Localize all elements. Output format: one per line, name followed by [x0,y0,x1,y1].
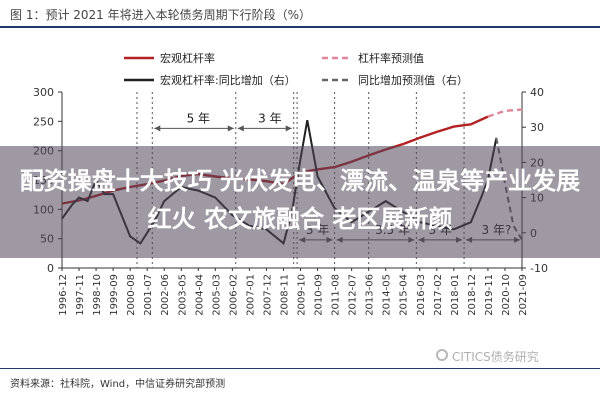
x-tick-label: 2018-12 [467,274,478,316]
title-rule [0,26,600,28]
x-tick-label: 1997-11 [75,274,86,316]
right-tick-label: 30 [530,121,544,134]
source-rule [0,368,600,369]
x-tick-label: 2002-06 [160,274,171,316]
chart-title: 图 1：预计 2021 年将进入本轮债务周期下行阶段（%） [10,8,312,22]
x-tick-label: 2010-09 [314,274,325,316]
x-tick-label: 2009-10 [297,274,308,316]
x-tick-label: 2013-06 [365,274,376,316]
left-tick-label: 0 [47,262,54,275]
x-tick-label: 2018-01 [450,274,461,316]
x-tick-label: 2016-03 [416,274,427,316]
x-tick-label: 2011-08 [331,274,342,316]
watermark: CITICS债务研究 [452,350,539,364]
x-tick-label: 1996-12 [58,274,69,316]
x-tick-label: 1999-09 [109,274,120,316]
span-arrow-head-right [227,125,234,132]
x-tick-label: 2007-01 [245,274,256,316]
headline: 配资操盘十大技巧 光伏发电、漂流、温泉等产业发展红火 农文旅融合 老区展新颜 [19,167,581,233]
legend-label-1: 杠杆率预测值 [358,51,424,65]
span-arrow-head-left [237,125,244,132]
x-tick-label: 2000-08 [126,274,137,316]
x-tick-label: 2019-11 [484,274,495,316]
x-tick-label: 1998-10 [92,274,103,316]
x-tick-label: 2021-09 [518,274,529,316]
span-annotation-label: 5 年 [187,111,210,125]
x-tick-label: 2008-11 [279,274,290,316]
x-tick-label: 2005-03 [211,274,222,316]
right-tick-label: -10 [530,262,548,275]
watermark-logo-icon [436,349,448,361]
x-tick-label: 2007-12 [262,274,273,316]
source-note: 资料来源：社科院，Wind，中信证券研究部预测 [10,379,226,390]
legend-label-3: 同比增加预测值（右） [358,73,468,87]
legend-label-2: 宏观杠杆率:同比增加（右） [160,73,296,87]
x-tick-label: 2001-07 [143,274,154,316]
right-tick-label: 40 [530,86,544,99]
left-tick-label: 250 [33,115,54,128]
headline-overlay [0,146,600,258]
span-arrow-head-left [154,125,161,132]
x-tick-label: 2003-05 [177,274,188,316]
x-tick-label: 2014-05 [382,274,393,316]
span-arrow-head-right [285,125,292,132]
x-tick-label: 2017-02 [433,274,444,316]
left-tick-label: 300 [33,86,54,99]
x-tick-label: 2020-10 [501,274,512,316]
span-annotation-label: 3 年 [258,111,281,125]
series-line-1 [487,108,523,118]
legend-label-0: 宏观杠杆率 [160,51,215,65]
x-tick-label: 2015-04 [399,274,410,316]
x-tick-label: 2006-02 [228,274,239,316]
x-tick-label: 2004-04 [194,274,205,316]
x-tick-label: 2012-07 [348,274,359,316]
